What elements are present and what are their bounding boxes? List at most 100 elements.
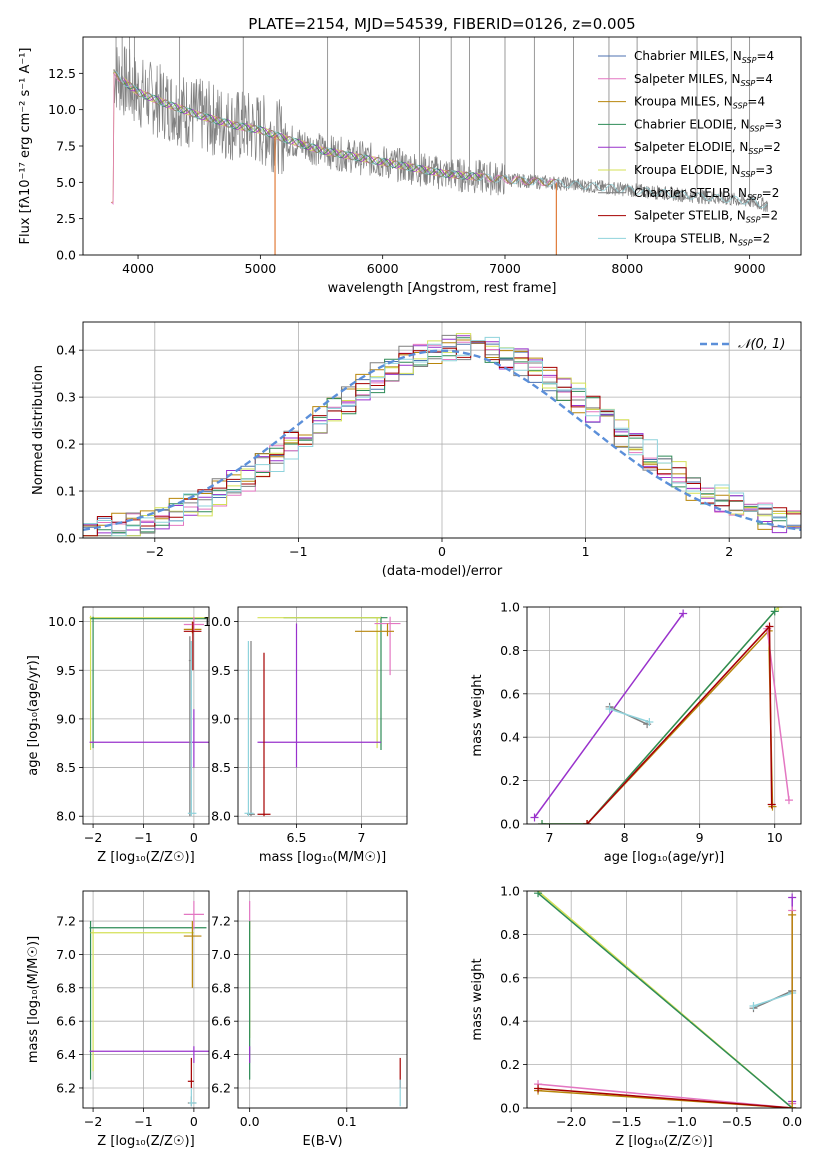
x-tick-label: −2 — [84, 830, 102, 845]
x-tick-label: 4000 — [122, 261, 154, 276]
legend-ssp-subscript: SSP — [746, 216, 761, 225]
legend-ssp-subscript: SSP — [748, 147, 763, 156]
legend-ssp-subscript: SSP — [742, 56, 757, 65]
axes-frame — [82, 890, 210, 1109]
histogram-kroupa-stelib — [83, 336, 801, 537]
legend-label: Chabrier ELODIE, NSSP=3 — [634, 117, 782, 133]
plot-area — [89, 615, 209, 817]
legend-label: Kroupa ELODIE, NSSP=3 — [634, 163, 773, 179]
y-tick-label: 10.0 — [48, 102, 76, 117]
series-point — [645, 718, 654, 727]
x-axis-label: Z [log₁₀(Z/Z☉)] — [97, 1134, 194, 1149]
y-axis-label: Flux [fλ10⁻¹⁷ erg cm⁻² s⁻¹ A⁻¹] — [18, 48, 33, 245]
legend-label: Salpeter ELODIE, NSSP=2 — [634, 140, 781, 156]
x-tick-label: 0.1 — [337, 1114, 357, 1129]
x-tick-label: −1.5 — [611, 1114, 641, 1129]
series-point — [788, 1104, 797, 1108]
x-tick-label: 9 — [696, 830, 704, 845]
x-tick-label: 7000 — [489, 261, 521, 276]
y-tick-label: 9.0 — [56, 711, 76, 726]
series-line — [753, 992, 793, 1007]
y-tick-label: 0.2 — [56, 437, 76, 452]
legend-nssp-value: 3 — [765, 163, 773, 177]
model-spectrum — [113, 69, 768, 208]
x-tick-label: 2 — [725, 544, 733, 559]
legend-ssp-subscript: SSP — [741, 170, 756, 179]
series-point — [749, 1002, 758, 1011]
legend-label: Kroupa STELIB, NSSP=2 — [634, 231, 770, 247]
y-tick-label: 6.2 — [56, 1080, 76, 1095]
series-line — [542, 610, 776, 824]
y-tick-label: 7.0 — [56, 947, 76, 962]
series-line — [537, 1087, 793, 1108]
series-point — [605, 704, 614, 713]
series-point — [788, 893, 797, 902]
legend-equals: = — [763, 140, 773, 154]
series-line — [533, 613, 684, 818]
series-line — [586, 627, 790, 824]
plot-area — [110, 37, 769, 255]
y-tick-label: 0.0 — [56, 531, 76, 546]
series-point — [679, 609, 688, 618]
legend-equals: = — [753, 231, 763, 245]
y-tick-label: 0.6 — [500, 686, 520, 701]
x-tick-label: 0.0 — [782, 1114, 802, 1129]
x-tick-label: 8 — [621, 830, 629, 845]
series-point — [767, 800, 776, 809]
y-tick-label: 9.5 — [56, 663, 76, 678]
y-tick-label: 6.6 — [211, 1014, 231, 1029]
axes-frame — [82, 606, 210, 825]
legend-ssp-subscript: SSP — [733, 102, 748, 111]
chart-age-Z: −2 −1 0 8.0 8.5 9.0 9.5 10.0 Z [log₁₀(Z/Z☉)] age … — [26, 606, 210, 865]
legend-label: Kroupa MILES, NSSP=4 — [634, 95, 765, 111]
legend-n-label: , N — [733, 117, 750, 131]
x-tick-label: −2 — [146, 544, 164, 559]
y-axis-label: age [log₁₀(age/yr)] — [26, 655, 41, 776]
y-tick-label: 0.4 — [500, 730, 520, 745]
y-tick-label: 8.0 — [56, 809, 76, 824]
legend-equals: = — [762, 186, 772, 200]
legend-label: 𝒩(0, 1) — [738, 337, 785, 352]
y-tick-label: 2.5 — [56, 211, 76, 226]
plot-area — [244, 616, 401, 817]
x-tick-label: 8000 — [611, 261, 643, 276]
legend-label: Chabrier MILES, NSSP=4 — [634, 49, 774, 65]
y-tick-label: 7.5 — [56, 139, 76, 154]
chart-mass-ebv: 0.0 0.1 6.2 6.4 6.6 6.8 7.0 7.2 E(B-V) — [211, 890, 408, 1149]
legend-nssp-value: 2 — [763, 231, 771, 245]
series-point — [530, 813, 539, 822]
legend-label: Salpeter STELIB, NSSP=2 — [634, 209, 778, 225]
legend-name: Kroupa ELODIE — [634, 163, 724, 177]
y-tick-label: 0.0 — [500, 1101, 520, 1116]
y-axis-label: Normed distribution — [31, 365, 46, 495]
y-tick-label: 6.8 — [56, 980, 76, 995]
legend-name: Chabrier MILES — [634, 49, 725, 63]
series-point — [784, 796, 793, 805]
chart-residuals: 𝒩(0, 1) −2 −1 0 1 2 0.0 0.1 0.2 0.3 0.4 (data-model… — [31, 321, 802, 579]
legend-nssp-value: 2 — [771, 209, 779, 223]
series-line — [609, 708, 650, 723]
series-point — [765, 622, 774, 631]
legend-n-label: , N — [729, 209, 746, 223]
legend-name: Chabrier STELIB — [634, 186, 730, 200]
y-tick-label: 7.2 — [56, 914, 76, 929]
axes-frame — [526, 890, 802, 1109]
y-tick-label: 9.5 — [211, 663, 231, 678]
y-tick-label: 7.0 — [211, 947, 231, 962]
y-tick-label: 10.0 — [48, 614, 76, 629]
legend-ssp-subscript: SSP — [738, 238, 753, 247]
x-axis-label: age [log₁₀(age/yr)] — [604, 850, 725, 865]
legend-ssp-subscript: SSP — [747, 193, 762, 202]
x-tick-label: 7 — [546, 830, 554, 845]
y-tick-label: 1.0 — [500, 600, 520, 615]
y-tick-label: 8.0 — [211, 809, 231, 824]
chart-weight-Z: −2.0 −1.5 −1.0 −0.5 0.0 0.0 0.2 0.4 0.6 0.8 1.0 Z [… — [470, 884, 802, 1150]
x-tick-label: 0 — [190, 830, 198, 845]
series-point — [534, 1084, 543, 1093]
legend-name: Kroupa STELIB — [634, 231, 721, 245]
y-tick-label: 0.8 — [500, 927, 520, 942]
legend-equals: = — [756, 49, 766, 63]
legend-n-label: , N — [730, 186, 747, 200]
axes-frame — [237, 890, 408, 1109]
